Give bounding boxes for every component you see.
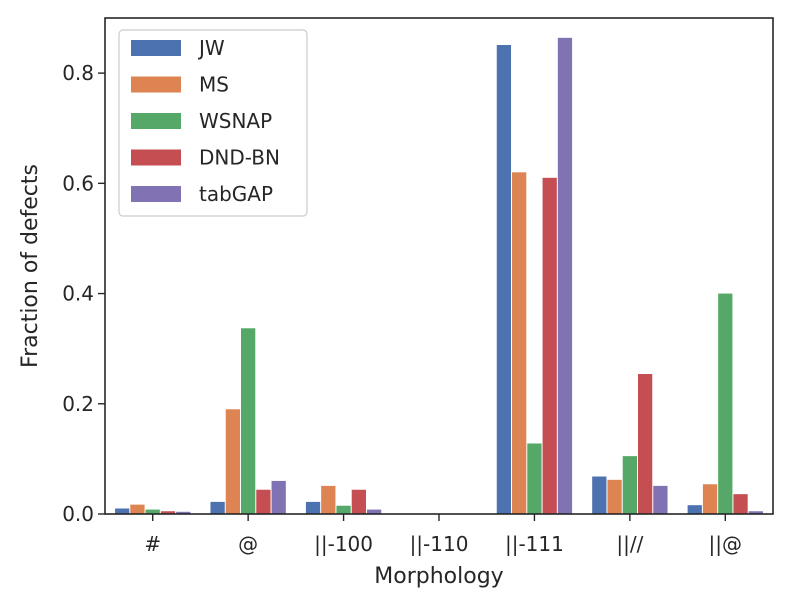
x-tick-label: ||@ [709, 532, 742, 556]
x-axis: # @ ||-100 ||-110 ||-111 ||// ||@ [144, 514, 742, 556]
x-tick-label: ||-100 [314, 532, 373, 556]
legend-label-wsnap: WSNAP [199, 109, 272, 133]
bar-ms-1 [225, 409, 241, 514]
bar-dnd-bn-5 [637, 374, 653, 514]
bar-tabgap-4 [557, 37, 573, 515]
bar-dnd-bn-6 [733, 494, 748, 514]
bar-ms-0 [130, 504, 145, 514]
bar-tabgap-1 [271, 480, 286, 514]
y-tick-label: 0.6 [62, 171, 94, 195]
legend-label-ms: MS [199, 73, 229, 97]
x-tick-label: # [144, 532, 161, 556]
bar-wsnap-1 [241, 328, 256, 514]
bar-jw-1 [210, 501, 225, 514]
bar-wsnap-4 [527, 443, 542, 514]
legend-swatch-dnd-bn [131, 149, 181, 166]
bar-wsnap-6 [718, 293, 733, 514]
x-tick-label: @ [238, 532, 258, 556]
bar-wsnap-0 [145, 509, 160, 514]
legend-swatch-wsnap [131, 113, 181, 129]
bar-wsnap-2 [336, 505, 351, 514]
y-tick-label: 0.4 [62, 282, 94, 306]
legend-label-dnd-bn: DND-BN [199, 146, 280, 170]
y-axis: 0.0 0.2 0.4 0.6 0.8 [62, 61, 105, 526]
bar-jw-5 [592, 476, 607, 514]
x-axis-label: Morphology [374, 564, 503, 589]
legend-swatch-jw [131, 40, 181, 56]
x-tick-label: ||// [616, 532, 643, 556]
y-axis-label: Fraction of defects [18, 164, 43, 368]
legend-label-jw: JW [197, 36, 225, 60]
bar-ms-6 [702, 484, 718, 514]
bar-jw-4 [496, 45, 512, 514]
bar-ms-4 [512, 172, 527, 514]
legend-label-tabgap: tabGAP [199, 182, 273, 206]
bar-jw-0 [115, 508, 130, 514]
x-tick-label: ||-110 [410, 532, 469, 556]
bar-tabgap-2 [366, 509, 382, 514]
legend-swatch-ms [131, 76, 181, 93]
y-tick-label: 0.8 [62, 61, 94, 85]
bar-dnd-bn-2 [351, 489, 366, 514]
legend-swatch-tabgap [131, 186, 181, 202]
bar-ms-5 [607, 479, 622, 514]
bar-dnd-bn-0 [160, 511, 176, 514]
bar-tabgap-6 [748, 511, 763, 514]
bar-wsnap-5 [622, 456, 637, 514]
y-tick-label: 0.0 [62, 502, 94, 526]
bar-dnd-bn-4 [542, 177, 557, 514]
bars-group [115, 37, 763, 515]
bar-jw-2 [305, 501, 321, 514]
bar-tabgap-5 [653, 485, 668, 514]
bar-ms-2 [321, 485, 336, 514]
legend: JW MS WSNAP DND-BN tabGAP [118, 29, 308, 217]
bar-jw-6 [687, 505, 702, 514]
y-tick-label: 0.2 [62, 392, 94, 416]
bar-dnd-bn-1 [256, 489, 271, 514]
legend-items: JW MS WSNAP DND-BN tabGAP [131, 36, 280, 206]
bar-tabgap-0 [176, 511, 191, 514]
x-tick-label: ||-111 [505, 532, 564, 556]
